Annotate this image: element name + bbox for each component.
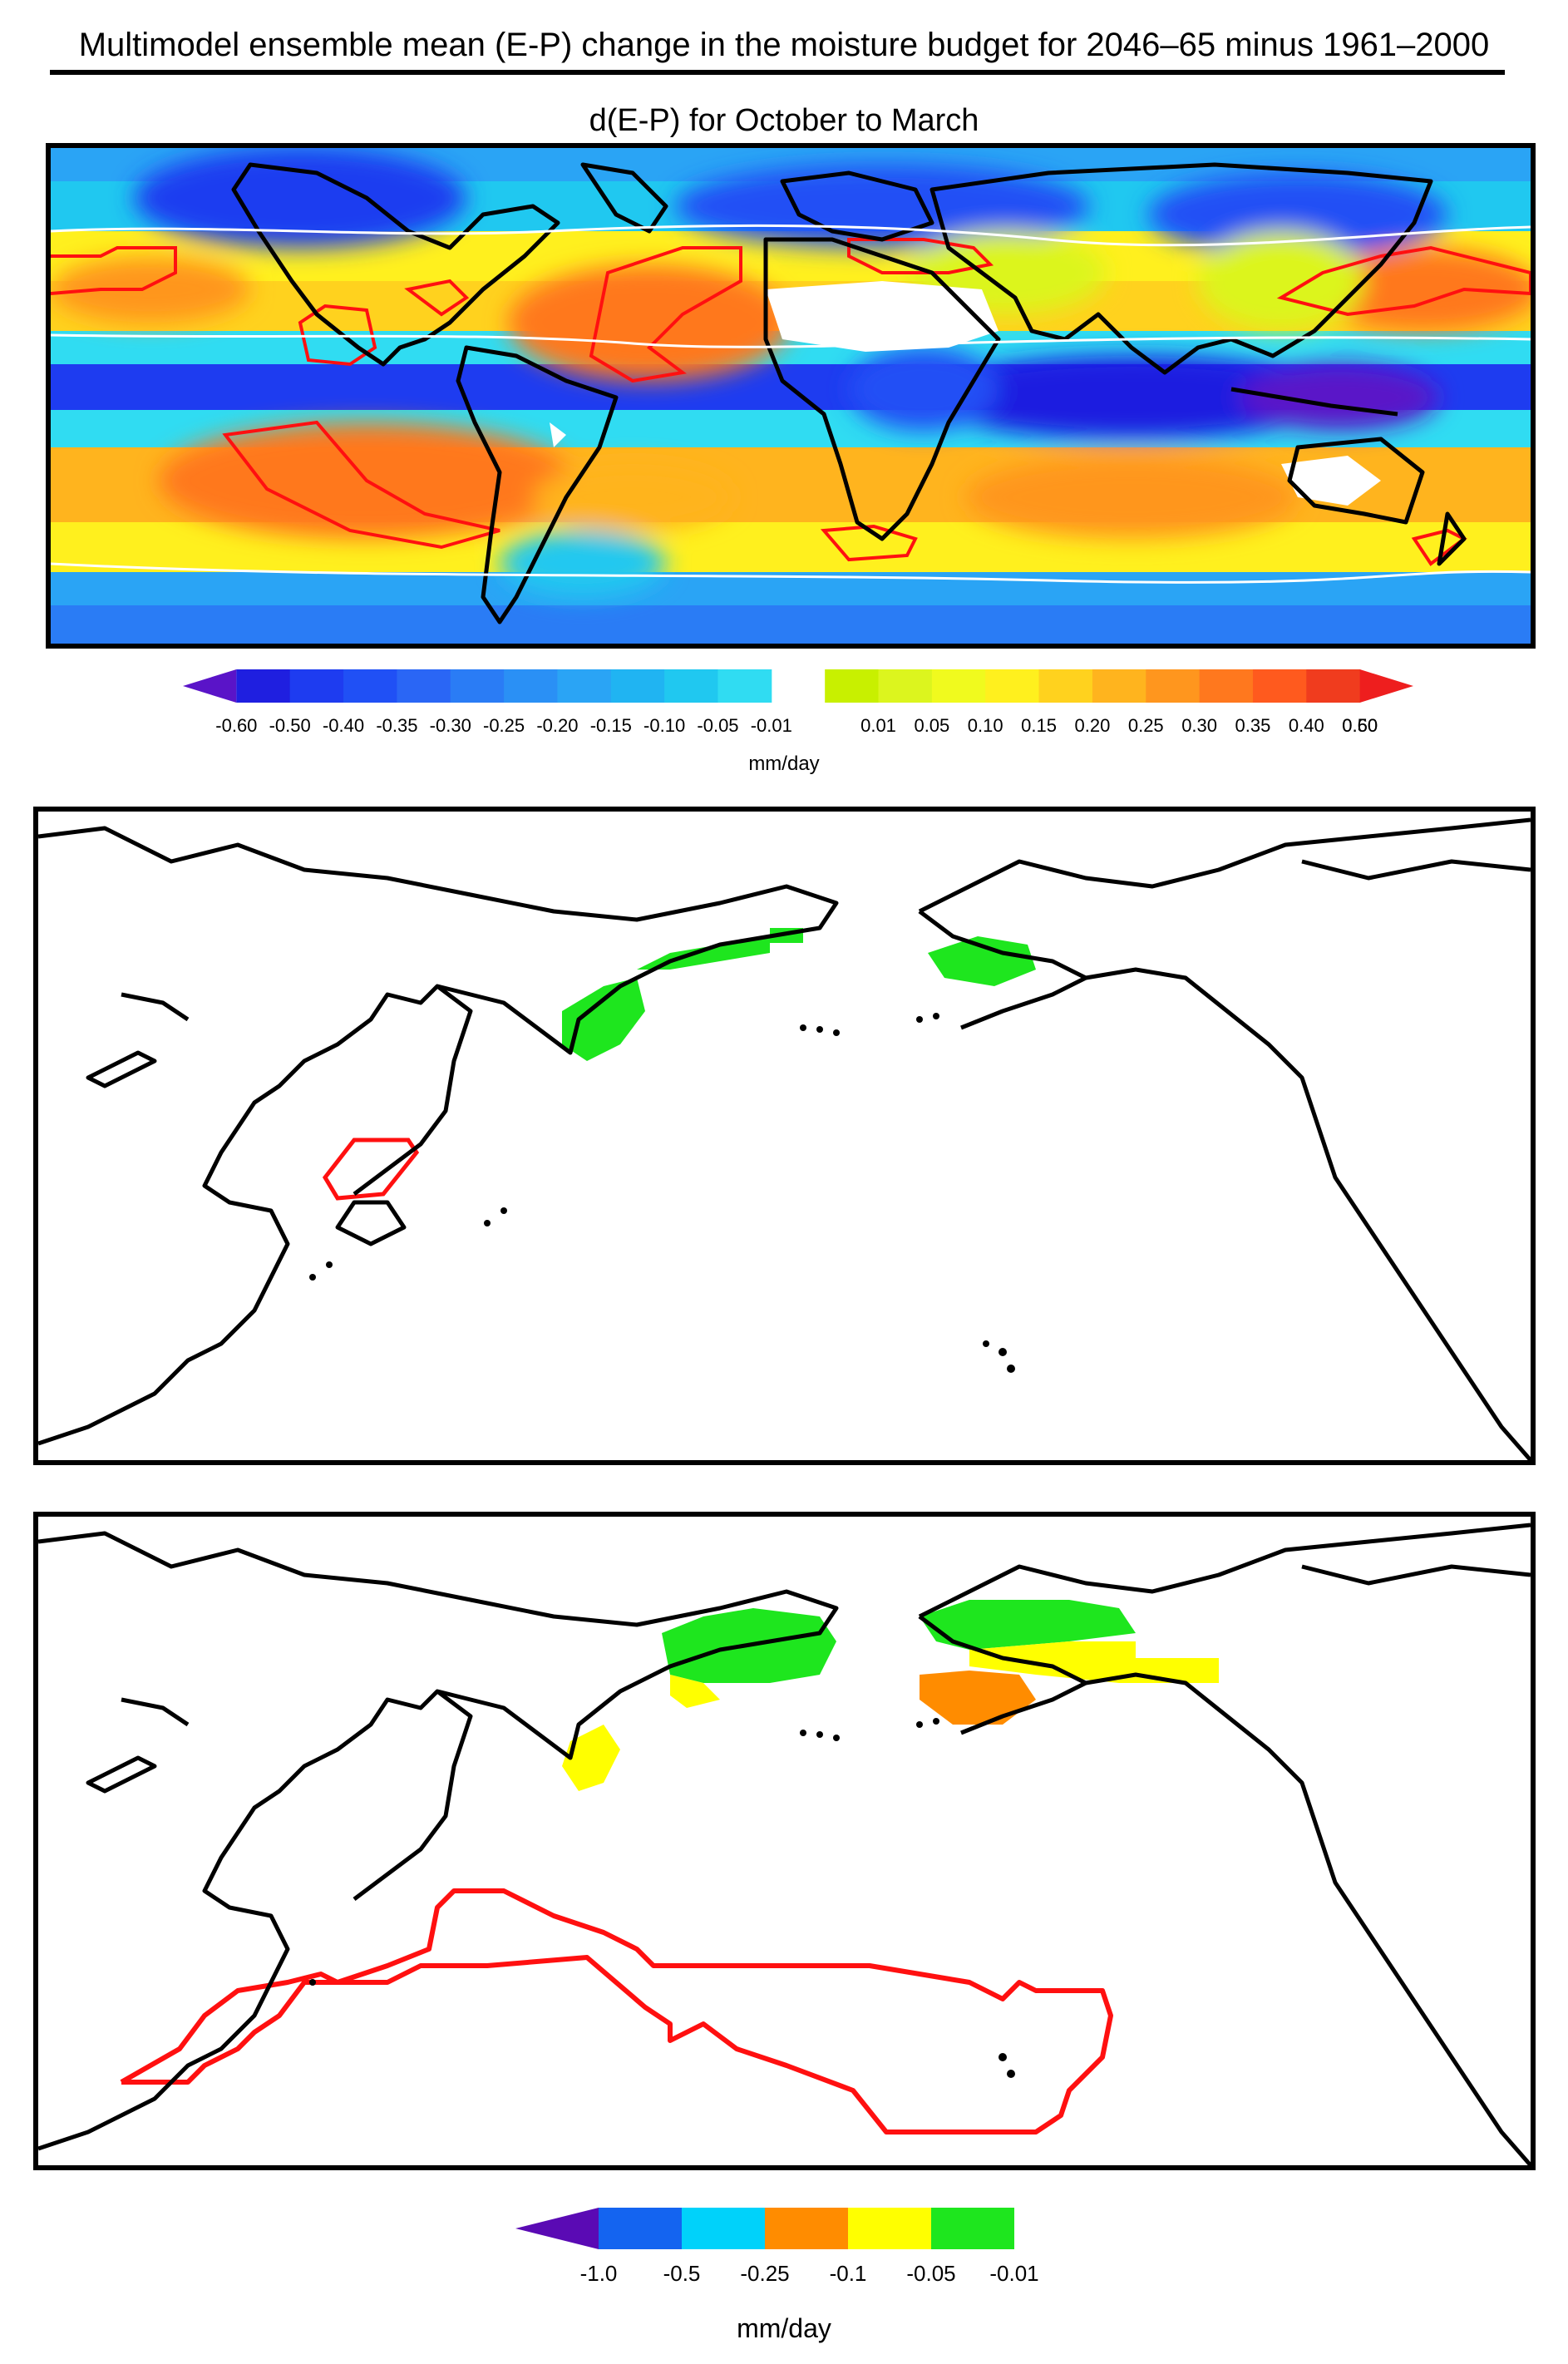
colorbar-top-swatch: [985, 669, 1040, 703]
colorbar-top-unit: mm/day: [748, 753, 820, 775]
colorbar-top-tick-label: -0.30: [430, 715, 471, 736]
colorbar-top-swatch: [1252, 669, 1307, 703]
colorbar-top-swatch: [236, 669, 291, 703]
colorbar-top-swatch: [1306, 669, 1361, 703]
colorbar-bottom-swatch: [682, 2208, 765, 2249]
colorbar-bottom-arrow-low: [515, 2208, 599, 2249]
colorbar-top-tick-label: 0.10: [968, 715, 1003, 736]
colorbar-top-tick-label: 0.60: [1342, 715, 1378, 736]
colorbar-bottom-unit: mm/day: [737, 2313, 831, 2343]
colorbar-top-swatch: [610, 669, 665, 703]
colorbar-bottom: -1.0 -0.5 -0.25 -0.1 -0.05 -0.01: [515, 2208, 1039, 2286]
colorbar-top-swatch: [878, 669, 933, 703]
colorbar-top-tick-label: -0.05: [697, 715, 738, 736]
colorbar-top-tick-label: 0.20: [1074, 715, 1110, 736]
colorbar-top-arrow-high: [1359, 669, 1413, 703]
colorbar-top-swatch: [504, 669, 558, 703]
north-pacific-map-panel-1: [33, 807, 1536, 1465]
title-rule: [50, 70, 1505, 75]
colorbar-top-tick-label: 0.15: [1021, 715, 1057, 736]
colorbar-top-swatch: [717, 669, 772, 703]
colorbar-bottom-swatch: [931, 2208, 1014, 2249]
colorbar-top-swatch: [397, 669, 451, 703]
colorbar-top-swatch: [1038, 669, 1093, 703]
colorbar-top-swatch: [825, 669, 880, 703]
global-map-panel: [46, 143, 1536, 649]
colorbar-top-tick-label: -0.15: [590, 715, 632, 736]
colorbar-top-tick-label: -0.40: [323, 715, 364, 736]
colorbar-top-tick-label: 0.35: [1235, 715, 1271, 736]
colorbar-top-swatch: [557, 669, 612, 703]
north-pacific-map-1: [38, 817, 1531, 1460]
north-pacific-map-panel-2: [33, 1512, 1536, 2170]
colorbar-top-tick-label: 0.30: [1181, 715, 1217, 736]
colorbar-top-swatch: [931, 669, 986, 703]
panel-subtitle: d(E-P) for October to March: [589, 103, 979, 138]
colorbar-bottom-swatch: [765, 2208, 848, 2249]
colorbar-bottom-tick-label: -0.01: [989, 2261, 1038, 2286]
colorbar-top-swatch: [289, 669, 344, 703]
colorbar-top-tick-label: -0.20: [536, 715, 578, 736]
colorbar-top-tick-label: 0.40: [1289, 715, 1324, 736]
colorbar-top-tick-label: -0.01: [751, 715, 792, 736]
figure-title: Multimodel ensemble mean (E-P) change in…: [78, 27, 1490, 63]
colorbar-bottom-tick-label: -0.25: [740, 2261, 789, 2286]
colorbar-top-swatch: [1092, 669, 1146, 703]
colorbar-top-swatch: [1146, 669, 1201, 703]
north-pacific-map-2: [38, 1523, 1531, 2165]
colorbar-top-tick-label: -0.60: [215, 715, 257, 736]
colorbar-top-tick-label: -0.10: [643, 715, 685, 736]
colorbar-bottom-tick-label: -0.05: [906, 2261, 955, 2286]
colorbar-top-swatch: [1199, 669, 1254, 703]
colorbar-top-swatch: [450, 669, 505, 703]
colorbar-top-tick-label: 0.01: [860, 715, 896, 736]
colorbar-top-tick-label: -0.50: [269, 715, 311, 736]
colorbar-top-tick-label: -0.35: [376, 715, 417, 736]
colorbar-top-swatch: [664, 669, 718, 703]
colorbar-bottom-swatch: [599, 2208, 682, 2249]
colorbar-top-tick-label: 0.05: [914, 715, 949, 736]
colorbar-bottom-swatch: [848, 2208, 931, 2249]
colorbar-top-tick-label: 0.50: [1342, 715, 1378, 736]
colorbar-top-tick-label: 0.25: [1128, 715, 1164, 736]
colorbar-bottom-tick-label: -1.0: [580, 2261, 618, 2286]
colorbar-bottom-tick-label: -0.1: [830, 2261, 867, 2286]
colorbar-top: -0.60 -0.50 -0.40 -0.35 -0.30 -0.25 -0.20 -0.15…: [183, 669, 1413, 736]
colorbar-top-swatch: [343, 669, 397, 703]
colorbar-bottom-tick-label: -0.5: [663, 2261, 701, 2286]
global-map: [51, 148, 1531, 644]
colorbar-top-tick-label: -0.25: [483, 715, 525, 736]
colorbar-top-arrow-low: [183, 669, 237, 703]
